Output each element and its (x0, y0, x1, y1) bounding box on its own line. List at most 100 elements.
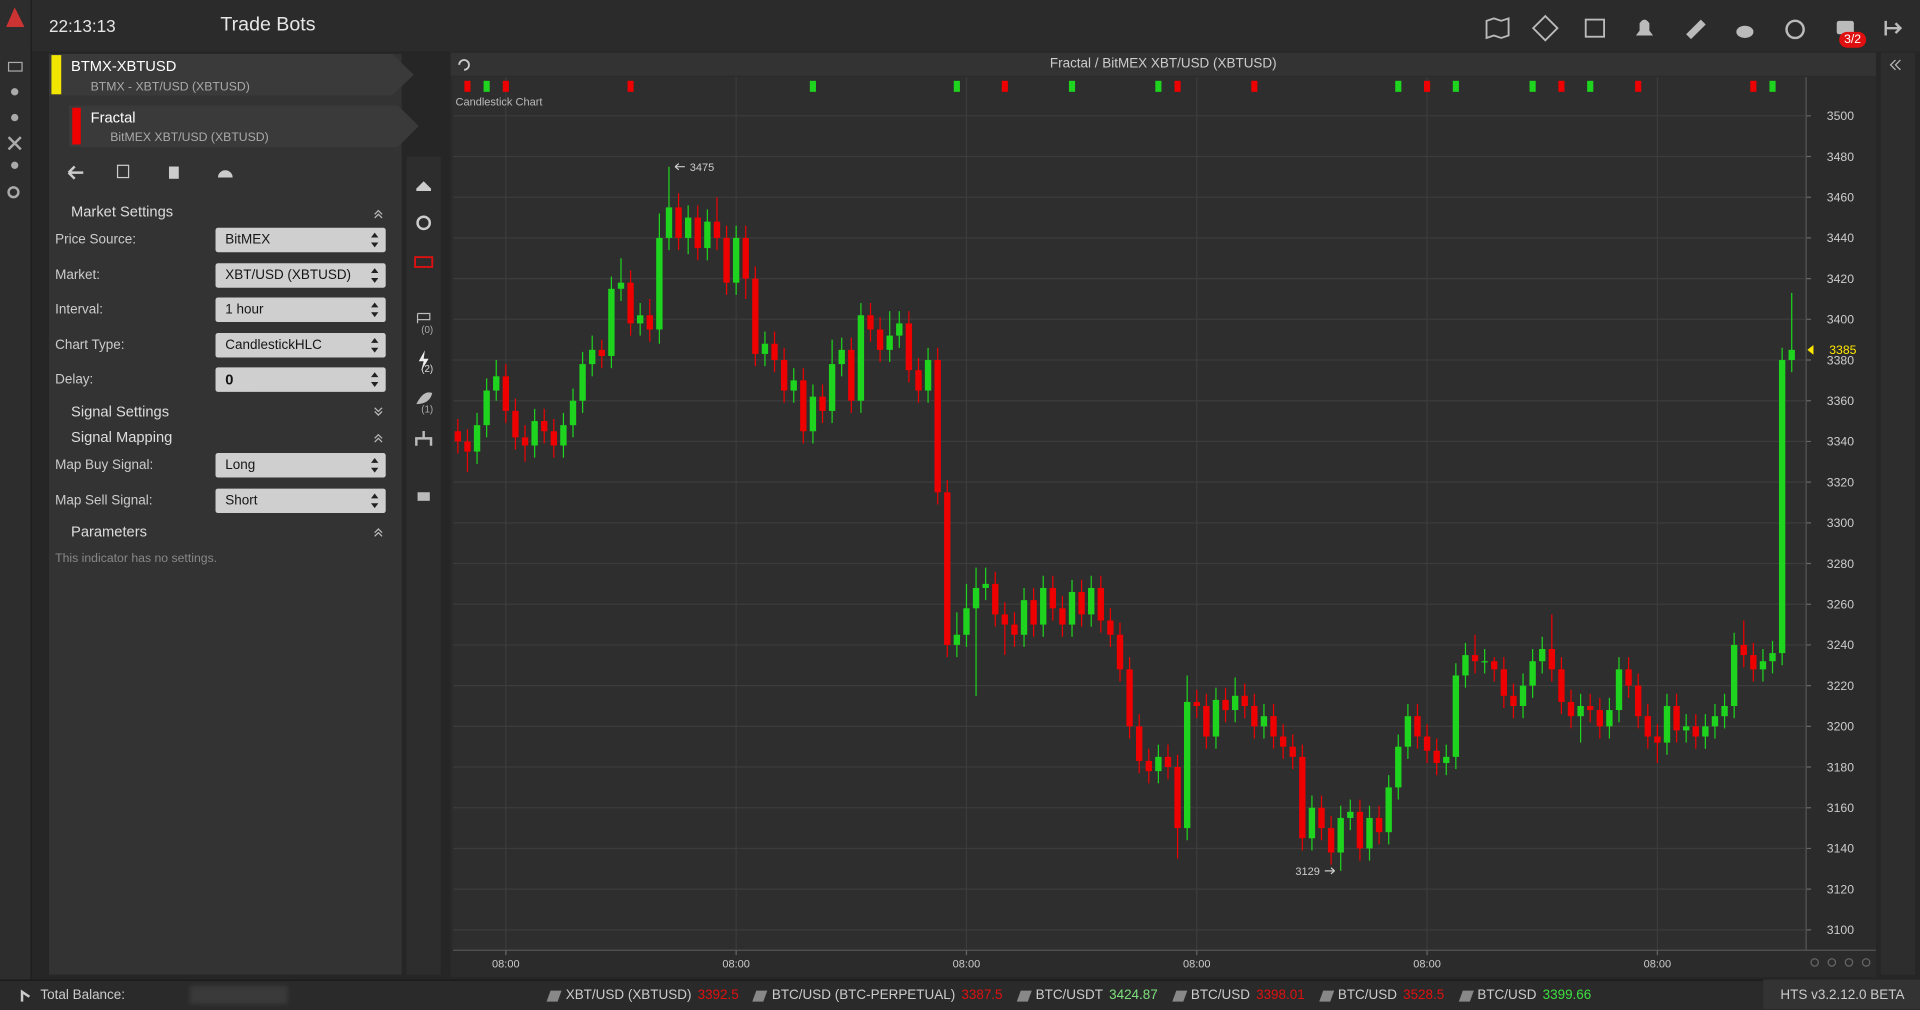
icon-frame[interactable] (1584, 18, 1606, 38)
candle-body (1088, 587, 1095, 615)
signal-marker (1558, 80, 1565, 92)
candle-body (569, 400, 577, 426)
field-input[interactable]: 1 hour (215, 297, 386, 323)
chart-nav-button[interactable] (1810, 958, 1819, 967)
indicator-market: BitMEX XBT/USD (XBTUSD) (110, 131, 269, 145)
candle-body (857, 315, 865, 401)
refresh-button[interactable] (456, 56, 473, 73)
field-label: Interval: (55, 302, 104, 318)
field-input[interactable]: BitMEX (215, 227, 386, 253)
field-input[interactable]: 0 (215, 367, 386, 393)
nav-icon[interactable] (7, 136, 22, 151)
collapse-icon[interactable] (1889, 59, 1901, 71)
candle-body (1625, 669, 1632, 686)
tool-bolt[interactable] (418, 350, 429, 372)
collapse-icon[interactable] (374, 433, 383, 443)
chart-nav-button[interactable] (1844, 958, 1854, 967)
section-heading[interactable]: Parameters (71, 522, 147, 541)
candle-body (1663, 705, 1671, 743)
ticker-pair: BTC/USDT (1035, 988, 1103, 1003)
candle-body (473, 425, 481, 452)
section-heading[interactable]: Market Settings (71, 203, 174, 221)
refresh-icon[interactable] (458, 59, 470, 71)
candle-body (896, 323, 903, 336)
copy-button[interactable] (116, 164, 130, 179)
nav-icon[interactable] (11, 161, 19, 169)
alert-badge[interactable]: 3/2 (1839, 31, 1867, 48)
icon-tag[interactable] (1531, 14, 1559, 42)
collapse-icon[interactable] (374, 528, 383, 537)
icon-ticket[interactable] (1686, 19, 1706, 40)
field-input[interactable]: XBT/USD (XBTUSD) (215, 262, 386, 288)
candle-body (1299, 756, 1306, 839)
y-tick-label: 3300 (1827, 516, 1854, 530)
y-tick-label: 3460 (1827, 190, 1854, 204)
logo[interactable] (6, 7, 25, 27)
candle-body (512, 410, 519, 438)
tool-home[interactable] (416, 181, 432, 192)
ticker: BTC/USD 3399.66 (1458, 988, 1591, 1003)
field-label: Delay: (55, 372, 94, 388)
tool-flag[interactable] (416, 312, 431, 324)
icon-map[interactable] (1485, 17, 1510, 40)
balance-hidden (189, 985, 288, 1005)
expand-icon[interactable] (374, 407, 383, 416)
icon-logout[interactable] (1884, 20, 1903, 36)
nav-icon[interactable] (7, 61, 23, 72)
candle-body (867, 315, 874, 330)
candle-body (637, 315, 644, 324)
candle-body (589, 349, 596, 365)
signal-marker (1001, 80, 1008, 92)
candle-body (972, 587, 980, 609)
tool-money[interactable] (414, 256, 434, 268)
back-button[interactable] (67, 165, 84, 180)
collapse-icon[interactable] (374, 209, 383, 219)
icon-inbox[interactable] (1836, 20, 1854, 35)
candle-body (742, 237, 749, 279)
ticker-pair: BTC/USD (1337, 988, 1397, 1003)
field-label: Market: (55, 267, 101, 283)
ticker: BTC/USD (BTC-PERPETUAL) 3387.5 (752, 988, 1003, 1003)
candle-body (713, 221, 721, 238)
nav-icon[interactable] (7, 186, 20, 199)
nav-icon[interactable] (11, 113, 19, 122)
x-tick-label: 08:00 (492, 958, 520, 970)
chart-nav-button[interactable] (1827, 958, 1837, 967)
y-tick-label: 3420 (1827, 272, 1854, 286)
bot-card[interactable] (48, 53, 414, 96)
candle-body (886, 335, 893, 350)
candle-body (1222, 699, 1229, 711)
bot-name: BTMX-XBTUSD (71, 57, 177, 75)
section-heading[interactable]: Signal Mapping (71, 428, 173, 446)
delete-button[interactable] (168, 166, 179, 179)
icon-bitcoin[interactable] (1785, 19, 1805, 40)
ticker: BTC/USDT 3424.87 (1016, 988, 1158, 1003)
icon-bell[interactable] (1635, 19, 1654, 36)
candle-body (809, 396, 817, 432)
collapse-button[interactable] (1886, 56, 1906, 73)
candle-body (1040, 587, 1047, 625)
y-tick-label: 3140 (1827, 842, 1854, 856)
gauge-button[interactable] (217, 170, 233, 178)
icon-coins[interactable] (1736, 25, 1754, 38)
tool-settings[interactable] (416, 215, 432, 231)
tool-tree[interactable] (415, 431, 433, 446)
nav-icon[interactable] (11, 88, 19, 96)
tool-count: (2) (421, 363, 434, 375)
tool-lock[interactable] (417, 492, 430, 501)
tool-leaf[interactable] (416, 392, 433, 405)
field-input[interactable]: Short (215, 488, 386, 513)
chart-nav-button[interactable] (1861, 958, 1871, 967)
section-heading[interactable]: Signal Settings (71, 402, 170, 421)
field-input[interactable]: CandlestickHLC (215, 332, 386, 358)
indicator-card[interactable] (68, 105, 419, 147)
indicator-name: Fractal (90, 108, 136, 127)
candle-body (1740, 644, 1747, 656)
candle-body (1097, 587, 1104, 621)
top-icons (1485, 14, 1903, 42)
y-tick-label: 3340 (1827, 435, 1854, 449)
field-input[interactable]: Long (215, 453, 386, 478)
candle-body (1558, 669, 1565, 702)
